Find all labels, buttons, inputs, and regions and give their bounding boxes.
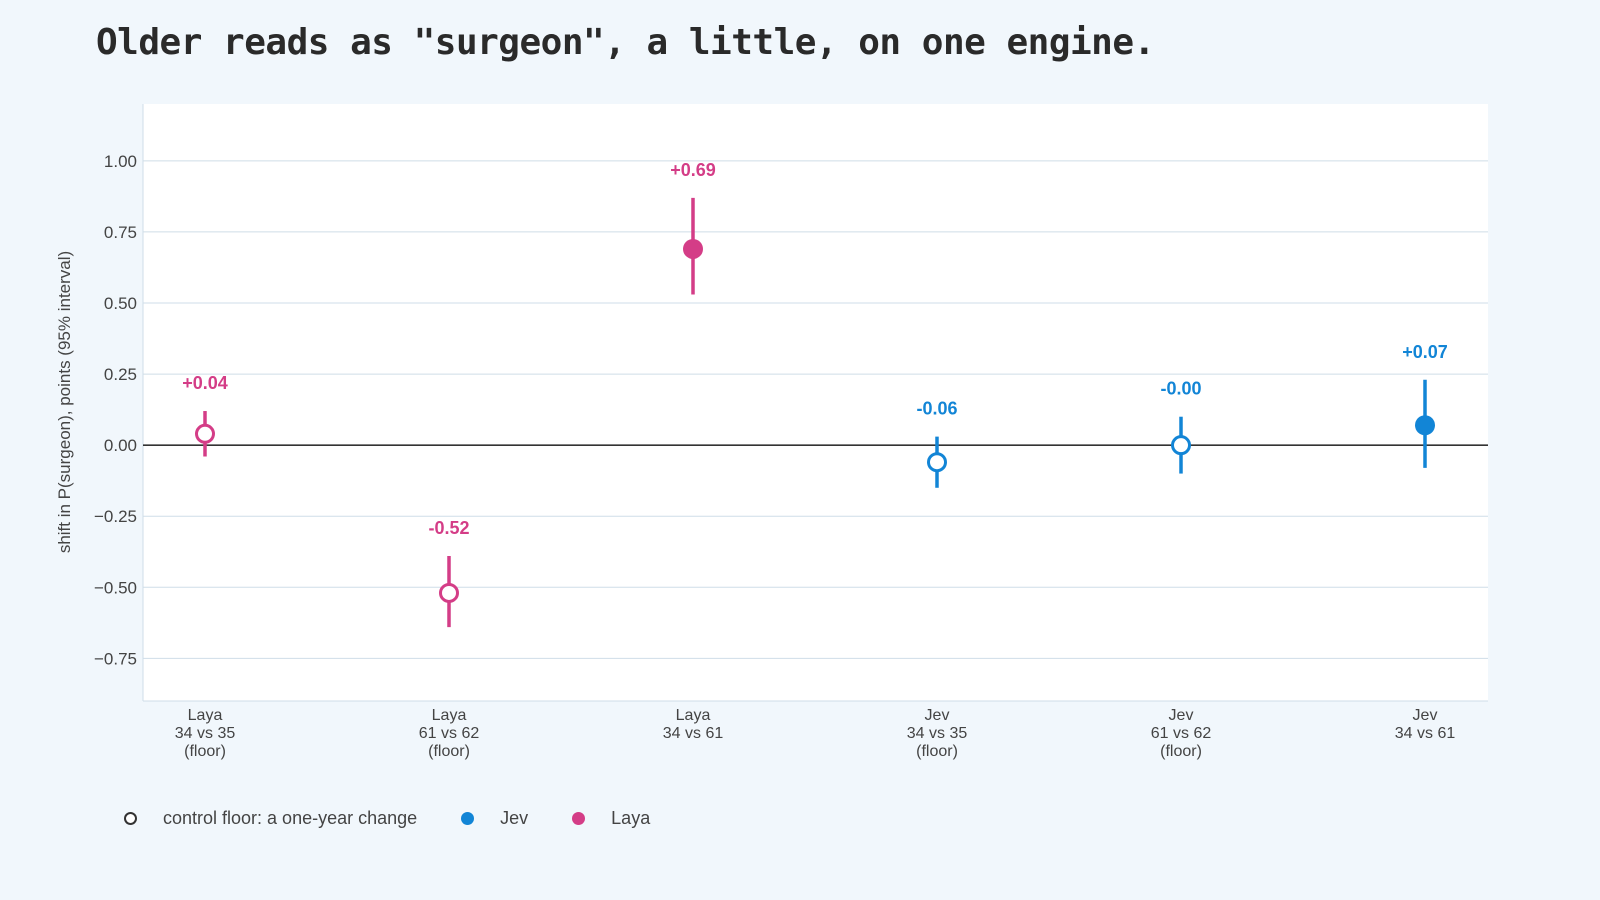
data-label: +0.69 <box>670 160 716 180</box>
hollow-circle-icon <box>124 812 137 825</box>
data-label: -0.52 <box>428 518 469 538</box>
x-tick-label: 61 vs 62 <box>419 725 480 742</box>
y-tick-label: 0.50 <box>104 294 137 313</box>
data-marks: +0.04 -0.52 +0.69 -0.06 -0.00 +0.07 <box>182 160 1448 628</box>
x-tick-label: 61 vs 62 <box>1151 725 1212 742</box>
x-tick-label: 34 vs 61 <box>663 725 724 742</box>
x-tick-label: Laya <box>432 707 467 724</box>
point-marker <box>1415 415 1435 436</box>
legend-label: control floor: a one-year change <box>163 808 418 828</box>
chart-title: Older reads as "surgeon", a little, on o… <box>96 22 1155 63</box>
point-marker-hollow <box>927 452 947 473</box>
filled-circle-icon <box>461 812 475 825</box>
point-marker <box>683 238 703 259</box>
gridlines <box>143 160 1488 659</box>
x-tick-label: Jev <box>1413 707 1438 724</box>
plot-area <box>143 104 1488 701</box>
x-tick-label: (floor) <box>184 743 226 760</box>
y-tick-label: 0.00 <box>104 436 137 455</box>
y-tick-label: 0.75 <box>104 223 137 242</box>
x-tick-label: (floor) <box>916 743 958 760</box>
y-tick-label: 0.25 <box>104 365 137 384</box>
x-tick-label: 34 vs 61 <box>1395 725 1456 742</box>
data-label: -0.00 <box>1160 379 1201 399</box>
x-tick-label: Jev <box>925 707 950 724</box>
point-marker-hollow <box>1171 435 1191 456</box>
x-tick-label: Laya <box>188 707 223 724</box>
y-tick-label: −0.25 <box>94 507 137 526</box>
legend: control floor: a one-year change Jev Lay… <box>124 808 694 829</box>
x-tick-label: 34 vs 35 <box>907 725 968 742</box>
y-tick-labels: 1.00 0.75 0.50 0.25 0.00 −0.25 −0.50 −0.75 <box>94 152 137 668</box>
x-tick-label: Laya <box>676 707 711 724</box>
y-tick-label: −0.50 <box>94 578 137 597</box>
x-tick-label: (floor) <box>1160 743 1202 760</box>
point-marker-hollow <box>439 582 459 603</box>
legend-item-jev: Jev <box>461 808 528 829</box>
data-label: +0.07 <box>1402 342 1448 362</box>
legend-item-control-floor: control floor: a one-year change <box>124 808 417 829</box>
x-tick-label: (floor) <box>428 743 470 760</box>
data-label: -0.06 <box>916 399 957 419</box>
data-label: +0.04 <box>182 373 228 393</box>
x-tick-label: 34 vs 35 <box>175 725 236 742</box>
x-tick-label: Jev <box>1169 707 1194 724</box>
legend-item-laya: Laya <box>572 808 650 829</box>
point-marker-hollow <box>195 423 215 444</box>
filled-circle-icon <box>572 812 586 825</box>
y-tick-label: −0.75 <box>94 649 137 668</box>
y-axis-label: shift in P(surgeon), points (95% interva… <box>55 251 74 553</box>
legend-label: Jev <box>500 808 529 828</box>
y-tick-label: 1.00 <box>104 152 137 171</box>
legend-label: Laya <box>611 808 651 828</box>
